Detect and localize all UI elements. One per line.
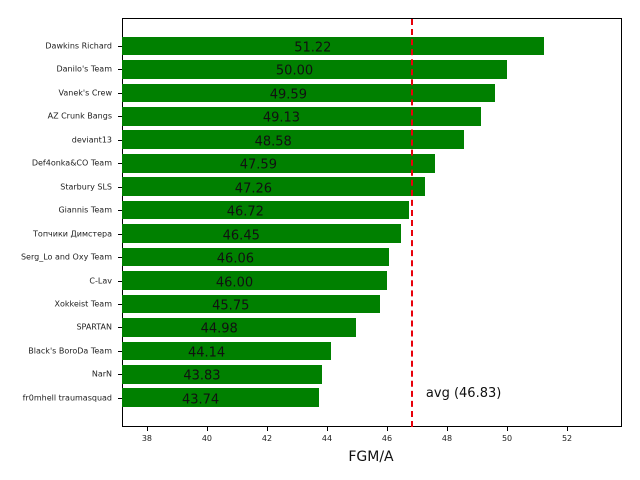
bar [122, 107, 481, 126]
bar [122, 341, 332, 361]
y-tick [118, 92, 122, 94]
bar-value-label: 51.22 [294, 40, 332, 56]
bar [122, 388, 320, 408]
bar [122, 83, 495, 103]
x-tick-label: 48 [441, 434, 453, 443]
x-tick-label: 38 [141, 434, 152, 443]
bar-value-label: 44.14 [187, 345, 226, 361]
bar [122, 364, 322, 384]
bar [122, 271, 387, 290]
average-label: avg (46.83) [425, 386, 502, 401]
y-tick-label: SPARTAN [76, 322, 112, 332]
y-tick [118, 257, 122, 259]
x-tick [507, 427, 509, 431]
y-tick [118, 139, 122, 141]
y-tick-label: Def4onka&CO Team [31, 158, 112, 168]
y-tick-label: fr0mhell traumasquad [22, 393, 112, 403]
x-tick-label: 46 [381, 434, 393, 443]
x-tick [326, 427, 328, 431]
y-tick-label: Black's BoroDa Team [28, 346, 112, 356]
y-tick [118, 186, 122, 188]
x-tick [266, 427, 268, 431]
x-tick [206, 427, 208, 431]
bar-value-label: 46.00 [215, 275, 254, 290]
y-tick-label: Starbury SLS [60, 182, 112, 192]
y-tick [118, 210, 122, 212]
bar-value-label: 50.00 [275, 63, 314, 79]
bar-value-label: 48.58 [254, 134, 292, 150]
x-tick [387, 427, 388, 431]
x-tick [447, 427, 449, 431]
x-tick [567, 427, 569, 431]
y-tick-label: deviant13 [71, 135, 112, 145]
y-tick-label: Xokkeist Team [54, 299, 113, 309]
bar [122, 130, 465, 150]
y-tick-label: Danilo's Team [56, 64, 112, 74]
y-tick-label: Dawkins Richard [45, 41, 112, 51]
y-tick [118, 350, 122, 352]
x-tick [146, 427, 148, 431]
bar-value-label: 43.83 [183, 368, 221, 384]
x-tick-label: 44 [321, 434, 333, 443]
y-tick-label: Serg_Lo and Oxy Team [20, 252, 112, 262]
x-tick-label: 42 [261, 434, 273, 443]
bar-value-label: 47.59 [239, 157, 277, 173]
x-tick-label: 40 [201, 434, 213, 443]
bar-value-label: 44.98 [200, 321, 238, 337]
bar-value-label: 47.26 [234, 181, 273, 197]
y-tick [118, 46, 122, 47]
y-tick [118, 280, 122, 282]
x-axis-label: FGM/A [348, 449, 394, 465]
y-tick-label: AZ Crunk Bangs [47, 111, 112, 121]
y-tick-label: Топчики Димстера [33, 229, 112, 239]
y-tick [118, 397, 122, 399]
bar [122, 153, 435, 173]
bar [122, 224, 401, 243]
y-tick-label: NarN [91, 369, 112, 379]
y-tick-label: Giannis Team [58, 205, 112, 215]
bar [122, 60, 508, 79]
bar-value-label: 46.06 [216, 251, 254, 267]
y-tick-label: Vanek's Crew [58, 88, 112, 98]
y-tick [118, 69, 122, 71]
bar [122, 177, 425, 197]
bar [122, 36, 544, 56]
x-tick-label: 52 [561, 434, 573, 443]
bar-value-label: 46.45 [222, 228, 260, 244]
bar-value-label: 49.13 [262, 110, 301, 126]
bar-value-label: 46.72 [226, 204, 264, 220]
bar [122, 294, 380, 314]
y-tick [118, 327, 122, 329]
y-tick [118, 374, 122, 376]
average-reference-line [410, 19, 413, 427]
y-tick [118, 116, 122, 118]
y-tick [118, 163, 122, 165]
y-tick-label: C-Lav [89, 276, 112, 285]
bar [122, 200, 409, 220]
x-tick-label: 50 [501, 434, 513, 443]
bar-value-label: 43.74 [181, 392, 220, 408]
bar [122, 318, 357, 337]
bar-value-label: 49.59 [269, 87, 307, 103]
bar-value-label: 45.75 [212, 298, 250, 314]
y-tick [118, 303, 122, 305]
bar [122, 247, 389, 267]
y-tick [118, 233, 122, 235]
